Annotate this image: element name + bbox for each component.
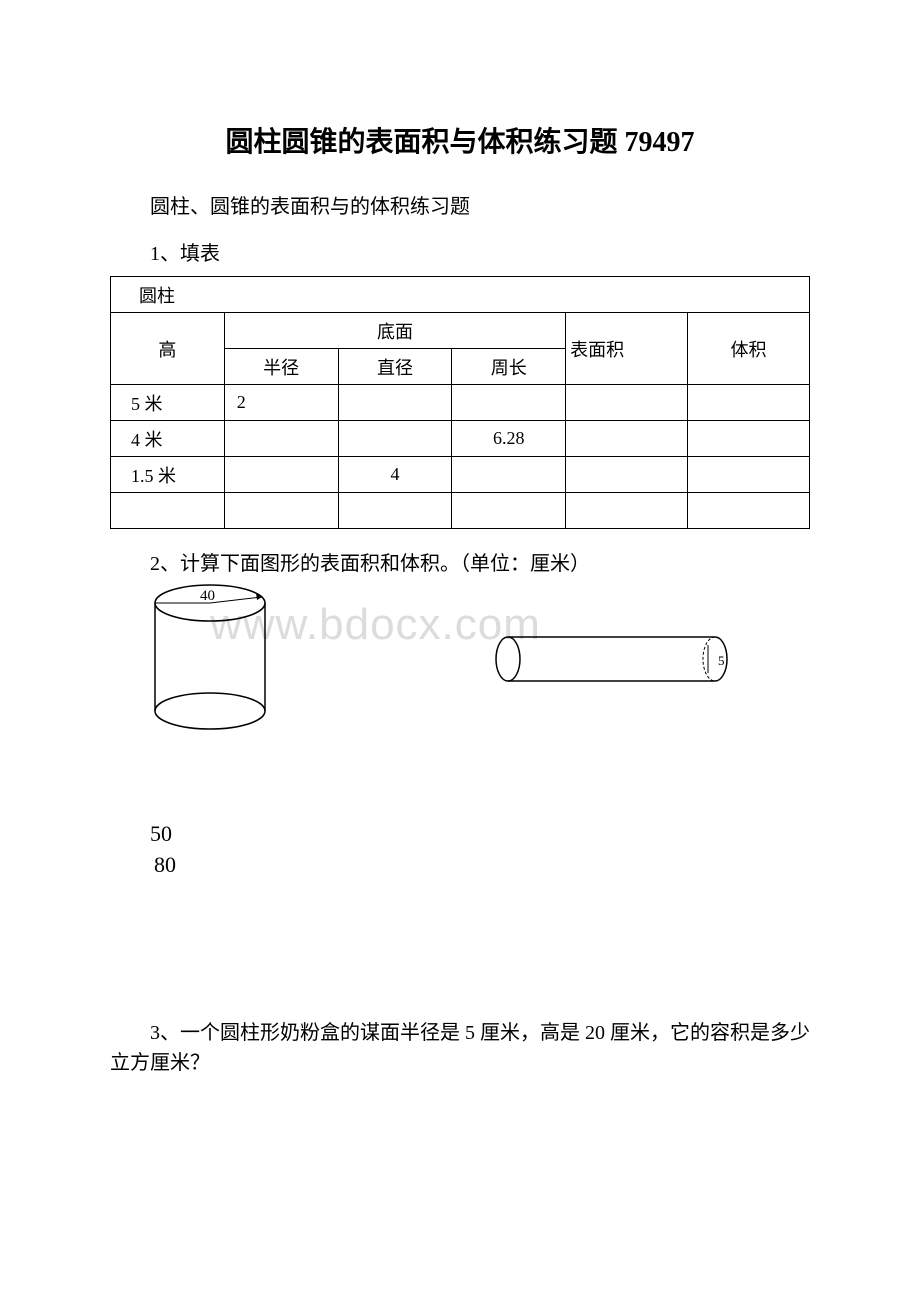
header-cell: 圆柱 [111, 277, 810, 313]
cell [566, 385, 688, 421]
cylinder-svg: 40 [150, 581, 280, 741]
page-title: 圆柱圆锥的表面积与体积练习题 79497 [110, 120, 810, 160]
cell [224, 457, 338, 493]
number-50: 50 [150, 821, 810, 847]
cylinder-svg: 5 [490, 631, 740, 691]
cell: 4 米 [111, 421, 225, 457]
cell [688, 457, 810, 493]
cell [688, 421, 810, 457]
cell [688, 385, 810, 421]
table-row: 高 底面 表面积 体积 [111, 313, 810, 349]
cell [338, 385, 452, 421]
col-radius: 半径 [224, 349, 338, 385]
cell [566, 421, 688, 457]
subtitle-text: 圆柱、圆锥的表面积与的体积练习题 [110, 190, 810, 219]
cell [566, 493, 688, 529]
col-surface-area: 表面积 [566, 313, 688, 385]
shapes-container: 40 5 [150, 581, 810, 741]
col-height: 高 [111, 313, 225, 385]
question-2-label: 2、计算下面图形的表面积和体积。（单位：厘米） [110, 547, 810, 576]
cell: 5 米 [111, 385, 225, 421]
cylinder-horizontal: 5 [490, 631, 740, 696]
number-80: 80 [154, 852, 810, 878]
table-row [111, 493, 810, 529]
cell [452, 385, 566, 421]
cell: 4 [338, 457, 452, 493]
cell [224, 493, 338, 529]
numbers-block: 50 80 [150, 821, 810, 878]
cell [452, 493, 566, 529]
question-3-text: 3、一个圆柱形奶粉盒的谋面半径是 5 厘米，高是 20 厘米，它的容积是多少立方… [110, 1018, 810, 1078]
length-label: 5 [718, 653, 725, 668]
table-row: 5 米 2 [111, 385, 810, 421]
table-row: 圆柱 [111, 277, 810, 313]
table-row: 1.5 米 4 [111, 457, 810, 493]
col-base: 底面 [224, 313, 565, 349]
cell: 2 [224, 385, 338, 421]
cell [338, 421, 452, 457]
cell [688, 493, 810, 529]
diameter-label: 40 [200, 588, 215, 604]
cell [111, 493, 225, 529]
cell [224, 421, 338, 457]
cylinder-vertical: 40 [150, 581, 280, 746]
col-circumference: 周长 [452, 349, 566, 385]
table-row: 4 米 6.28 [111, 421, 810, 457]
data-table: 圆柱 高 底面 表面积 体积 半径 直径 周长 5 米 2 4 米 6.28 1… [110, 276, 810, 529]
col-volume: 体积 [688, 313, 810, 385]
col-diameter: 直径 [338, 349, 452, 385]
cell [566, 457, 688, 493]
cell [338, 493, 452, 529]
question-1-label: 1、填表 [110, 237, 810, 266]
cell: 1.5 米 [111, 457, 225, 493]
cell [452, 457, 566, 493]
cell: 6.28 [452, 421, 566, 457]
